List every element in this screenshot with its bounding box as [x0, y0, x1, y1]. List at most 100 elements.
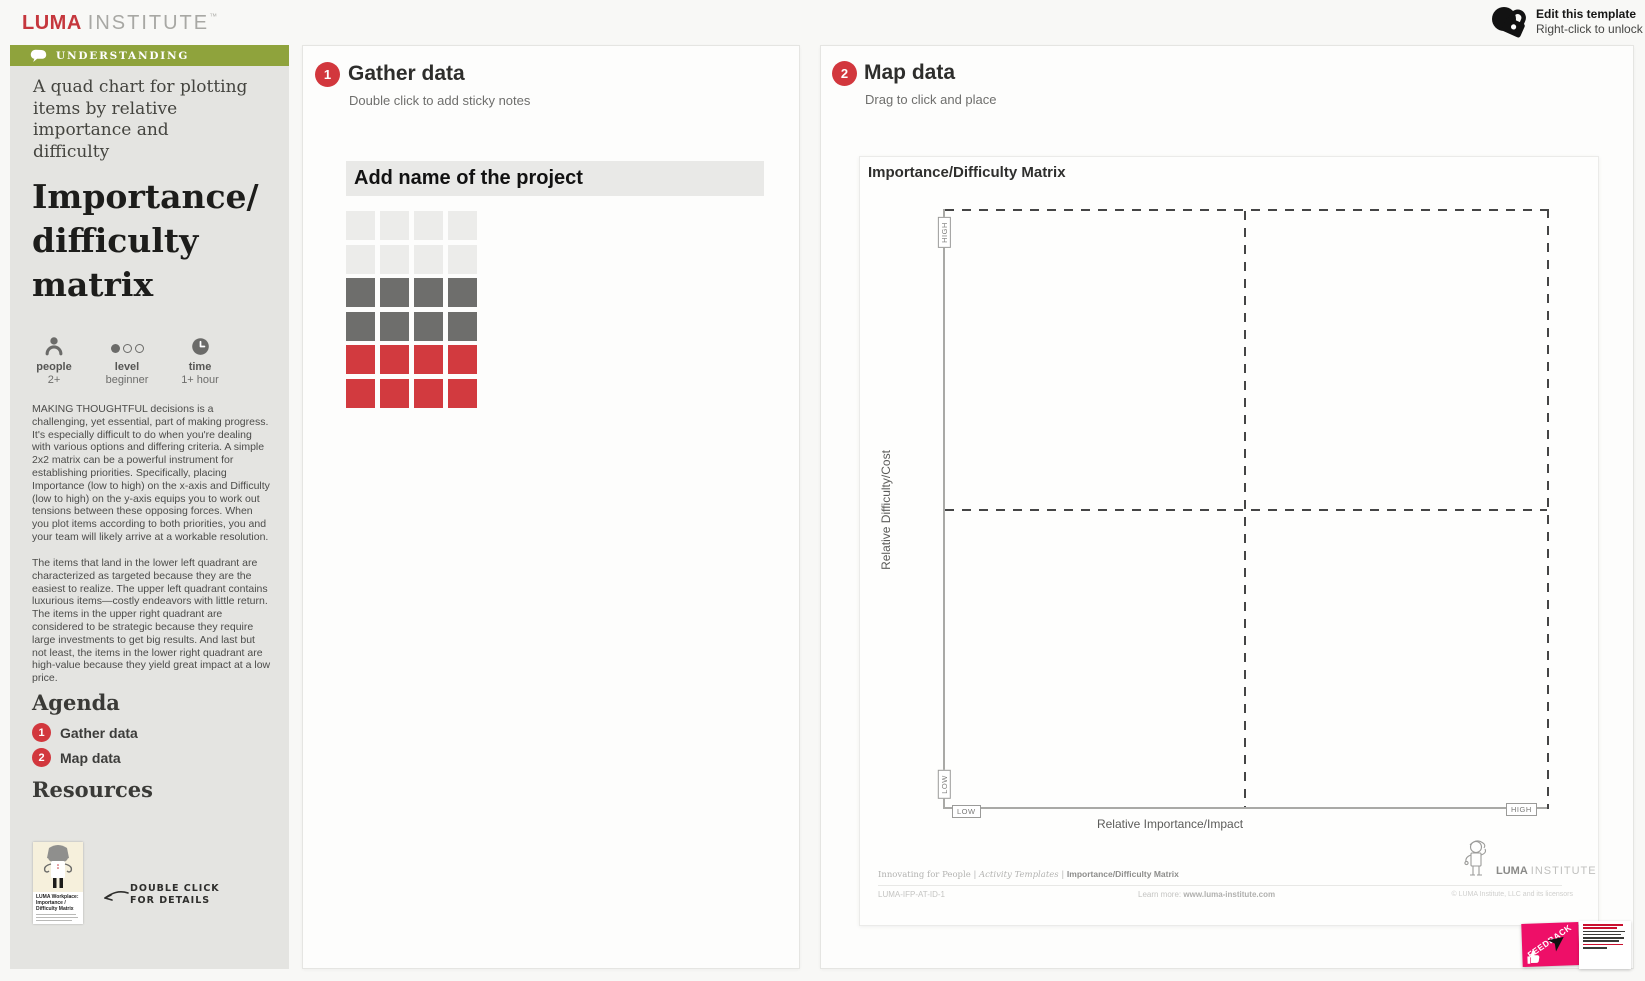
category-label: UNDERSTANDING: [56, 49, 190, 62]
sticky-note-cell[interactable]: [380, 345, 409, 374]
sticky-note-cell[interactable]: [380, 378, 409, 408]
hint-line: DOUBLE CLICK: [130, 883, 220, 894]
footer-separator: [878, 885, 1562, 886]
edit-template-control[interactable]: Edit this template Right-click to unlock: [1490, 2, 1643, 47]
footer-luma-character-icon: [1458, 837, 1494, 888]
template-title: Importance/ difficulty matrix: [32, 177, 259, 304]
agenda-step-number: 2: [32, 748, 51, 767]
sticky-grid: [346, 211, 477, 408]
map-data-subtitle: Drag to click and place: [865, 92, 997, 107]
x-axis-line: [943, 807, 1549, 809]
lock-icon[interactable]: [1490, 2, 1530, 47]
description-paragraph-1: MAKING THOUGHTFUL decisions is a challen…: [32, 403, 270, 543]
sticky-note-cell[interactable]: [414, 211, 443, 240]
feedback-note-line: [1583, 927, 1617, 929]
importance-difficulty-matrix-card[interactable]: Importance/Difficulty Matrix HIGH LOW LO…: [859, 156, 1599, 926]
map-data-title: Map data: [864, 61, 956, 84]
sticky-note-cell[interactable]: [380, 211, 409, 240]
speech-bubble-icon: [30, 49, 47, 62]
sticky-note-cell[interactable]: [448, 378, 477, 408]
footer-logo-luma: LUMA: [1496, 865, 1528, 877]
logo-luma: LUMA: [22, 12, 82, 34]
meta-label: people: [36, 361, 72, 373]
quadrant-top-border: [945, 209, 1547, 211]
learn-more-text: Learn more: www.luma-institute.com: [1138, 890, 1275, 899]
sticky-note-cell[interactable]: [448, 311, 477, 341]
agenda-step-number: 1: [32, 723, 51, 742]
x-axis-title: Relative Importance/Impact: [1096, 817, 1244, 831]
sticky-note-cell[interactable]: [346, 378, 375, 408]
time-icon: [170, 333, 230, 357]
y-axis-line: [943, 209, 945, 809]
project-name-field[interactable]: Add name of the project: [346, 161, 764, 196]
resource-card-text-line: [36, 916, 78, 918]
resource-card-thumbnail[interactable]: LUMA Workplace: Importance / Difficulty …: [33, 842, 83, 924]
sticky-note-cell[interactable]: [346, 311, 375, 341]
feedback-sticker[interactable]: FEEDBACK ➤: [1521, 922, 1580, 967]
step-1-badge: 1: [315, 62, 340, 87]
sticky-note-cell[interactable]: [414, 244, 443, 274]
x-axis-high-tick: HIGH: [1506, 799, 1537, 817]
step-2-badge: 2: [832, 61, 857, 86]
logo-trademark: ™: [209, 12, 218, 21]
resource-card-text-line: [36, 913, 76, 915]
sticky-note-cell[interactable]: [448, 345, 477, 374]
logo-institute: INSTITUTE: [87, 12, 210, 34]
sticky-note-cell[interactable]: [346, 211, 375, 240]
sticky-note-cell[interactable]: [346, 345, 375, 374]
edit-template-title: Edit this template: [1536, 7, 1637, 21]
sticky-note-cell[interactable]: [414, 345, 443, 374]
y-axis-high-tick: HIGH: [936, 215, 952, 249]
feedback-note-line: [1583, 924, 1623, 926]
gather-data-title: Gather data: [348, 62, 465, 85]
luma-institute-logo: LUMA INSTITUTE™: [22, 12, 218, 35]
x-axis-low-tick: LOW: [952, 801, 981, 819]
feedback-note-line: [1583, 940, 1619, 942]
meta-people: people 2+: [24, 333, 84, 386]
agenda-item-gather-data: 1 Gather data: [32, 723, 138, 742]
hint-line: FOR DETAILS: [130, 895, 211, 906]
learn-more-label: Learn more:: [1138, 890, 1182, 899]
quadrant-center-horizontal-line: [945, 509, 1547, 511]
sticky-note-cell[interactable]: [414, 311, 443, 341]
footer-divider: |: [1061, 870, 1065, 880]
double-click-hint: DOUBLE CLICK FOR DETAILS: [130, 883, 220, 907]
resource-card-illustration: [33, 842, 83, 892]
sticky-note-cell[interactable]: [380, 311, 409, 341]
agenda-heading: Agenda: [32, 690, 120, 715]
hand-drawn-arrow-icon: [103, 888, 129, 909]
template-code: LUMA-IFP-AT-ID-1: [878, 890, 945, 899]
y-axis-low-tick: LOW: [936, 767, 952, 801]
sticky-note-cell[interactable]: [380, 278, 409, 307]
feedback-note-line: [1583, 946, 1607, 949]
sticky-note-cell[interactable]: [346, 244, 375, 274]
learn-more-url: www.luma-institute.com: [1183, 890, 1276, 899]
tick-label: HIGH: [937, 216, 951, 248]
meta-label: time: [188, 361, 212, 373]
sticky-note-cell[interactable]: [448, 211, 477, 240]
footer-template-type: Activity Templates: [979, 870, 1059, 880]
feedback-note-panel: [1579, 921, 1631, 969]
thumbs-up-icon: [1527, 950, 1540, 964]
sticky-note-cell[interactable]: [414, 278, 443, 307]
feedback-note-line: [1583, 930, 1625, 933]
agenda-step-label: Gather data: [60, 724, 138, 741]
matrix-footer-breadcrumb: Innovating for People | Activity Templat…: [878, 869, 1179, 880]
level-icon: [94, 333, 160, 357]
category-banner: UNDERSTANDING: [10, 45, 289, 66]
meta-value: 1+ hour: [181, 374, 219, 386]
sticky-note-cell[interactable]: [414, 378, 443, 408]
agenda-step-label: Map data: [60, 749, 121, 766]
sticky-note-cell[interactable]: [380, 244, 409, 274]
tick-label: LOW: [937, 769, 951, 799]
footer-template-name: Importance/Difficulty Matrix: [1066, 869, 1179, 879]
template-info-sidebar: UNDERSTANDING A quad chart for plotting …: [10, 45, 289, 969]
template-tagline: A quad chart for plotting items by relat…: [33, 77, 248, 162]
sticky-note-cell[interactable]: [448, 244, 477, 274]
feedback-widget[interactable]: FEEDBACK ➤: [1521, 919, 1634, 973]
sticky-note-cell[interactable]: [448, 278, 477, 307]
sticky-note-cell[interactable]: [346, 278, 375, 307]
feedback-note-line: [1583, 933, 1621, 936]
resource-card-text-line: [36, 919, 72, 921]
